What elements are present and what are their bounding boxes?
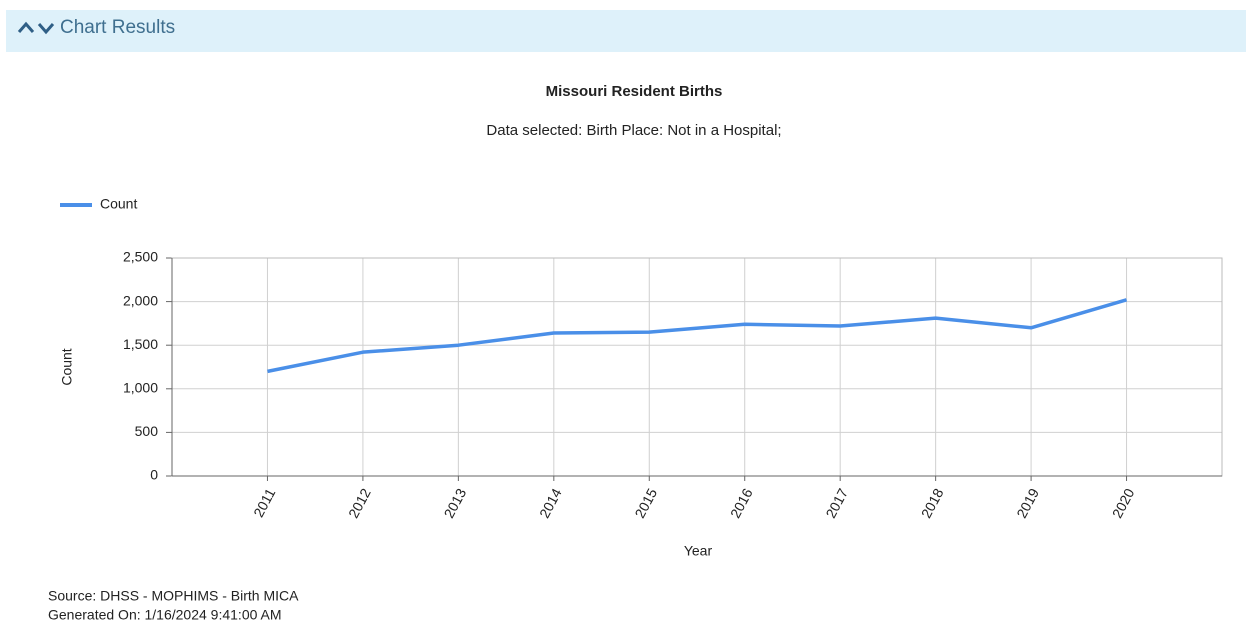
x-tick-label: 2012 xyxy=(345,485,374,520)
y-tick-label: 1,000 xyxy=(123,380,158,396)
x-tick-label: 2018 xyxy=(918,485,947,520)
x-tick-label: 2015 xyxy=(631,485,660,520)
y-tick-label: 500 xyxy=(135,423,159,439)
x-tick-label: 2017 xyxy=(822,485,851,520)
expand-icon[interactable] xyxy=(37,23,55,35)
header-bar xyxy=(6,10,1246,52)
series-line xyxy=(267,298,1128,374)
y-tick-label: 1,500 xyxy=(123,336,158,352)
y-tick-label: 0 xyxy=(150,467,158,483)
y-tick-label: 2,500 xyxy=(123,249,158,265)
x-tick-label: 2014 xyxy=(536,485,565,520)
chart-subtitle: Data selected: Birth Place: Not in a Hos… xyxy=(486,122,781,139)
header-title[interactable]: Chart Results xyxy=(60,17,175,38)
collapse-icon[interactable] xyxy=(17,21,35,33)
chart-title: Missouri Resident Births xyxy=(546,83,723,100)
x-tick-label: 2019 xyxy=(1013,485,1042,520)
footer-source: Source: DHSS - MOPHIMS - Birth MICA xyxy=(48,588,299,604)
x-tick-label: 2011 xyxy=(250,485,278,519)
legend-label: Count xyxy=(100,196,137,212)
x-axis-label: Year xyxy=(684,543,713,559)
x-tick-label: 2013 xyxy=(441,485,470,520)
x-tick-label: 2016 xyxy=(727,485,756,520)
x-tick-label: 2020 xyxy=(1109,485,1138,520)
footer-generated: Generated On: 1/16/2024 9:41:00 AM xyxy=(48,607,282,623)
y-tick-label: 2,000 xyxy=(123,292,158,308)
y-axis-label: Count xyxy=(59,348,75,385)
plot-border xyxy=(171,257,1223,477)
